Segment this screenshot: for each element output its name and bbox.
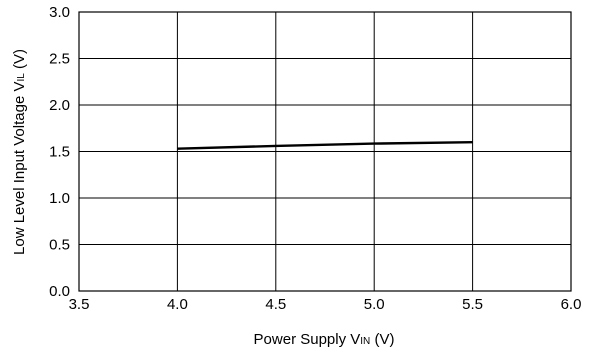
y-tick-label: 1.5 — [49, 144, 70, 161]
plot-frame — [78, 11, 572, 292]
series-layer — [177, 141, 473, 150]
y-tick-label: 1.0 — [49, 190, 70, 207]
x-tick-label: 5.5 — [462, 296, 483, 313]
x-tick-label: 3.5 — [69, 296, 90, 313]
x-tick-label: 4.5 — [265, 296, 286, 313]
x-axis-title: Power Supply VIN (V) — [254, 331, 395, 348]
y-axis-title-main: Low Level Input Voltage V — [11, 82, 28, 255]
x-tick-label: 6.0 — [561, 296, 582, 313]
y-tick-label: 0.0 — [49, 283, 70, 300]
x-tick-label: 4.0 — [167, 296, 188, 313]
x-tick-label: 5.0 — [364, 296, 385, 313]
x-axis-title-unit: (V) — [370, 331, 394, 348]
y-tick-labels: 0.0 0.5 1.0 1.5 2.0 2.5 3.0 — [49, 4, 70, 300]
x-axis-title-main: Power Supply V — [254, 331, 361, 348]
y-axis-title: Low Level Input Voltage VIL (V) — [11, 49, 28, 255]
grid-lines — [79, 12, 571, 291]
y-axis-title-unit: (V) — [11, 49, 28, 73]
y-tick-label: 2.0 — [49, 97, 70, 114]
x-tick-labels: 3.5 4.0 4.5 5.0 5.5 6.0 — [69, 296, 582, 313]
y-tick-label: 2.5 — [49, 51, 70, 68]
y-axis-title-sub: IL — [16, 73, 27, 82]
y-tick-label: 3.0 — [49, 4, 70, 21]
x-axis-title-sub: IN — [360, 336, 370, 347]
y-tick-label: 0.5 — [49, 237, 70, 254]
series-line — [177, 141, 473, 150]
